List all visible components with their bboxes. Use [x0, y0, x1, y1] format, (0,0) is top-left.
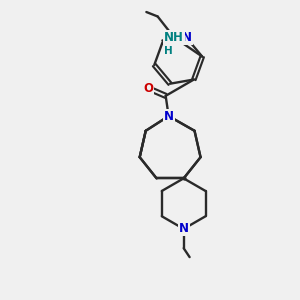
- Text: NH: NH: [164, 31, 184, 44]
- Text: N: N: [182, 32, 192, 44]
- Text: N: N: [164, 110, 174, 123]
- Text: N: N: [179, 222, 189, 236]
- Text: H: H: [164, 46, 173, 56]
- Text: O: O: [143, 82, 153, 95]
